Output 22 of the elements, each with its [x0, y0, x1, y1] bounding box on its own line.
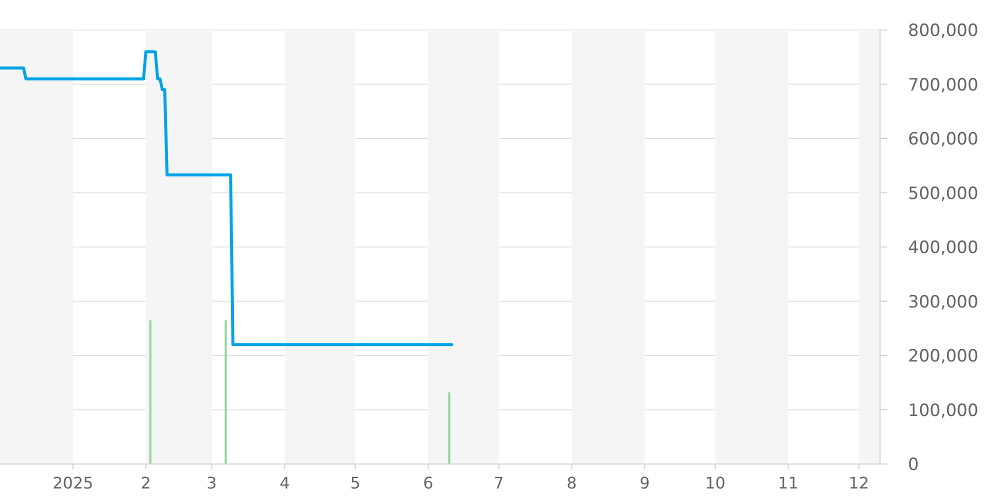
- y-tick-label: 400,000: [908, 238, 978, 258]
- x-tick-label: 6: [423, 473, 434, 492]
- x-tick-label: 4: [280, 473, 290, 492]
- y-tick-label: 300,000: [908, 292, 978, 312]
- y-tick-label: 200,000: [908, 346, 978, 367]
- x-tick-label: 10: [705, 473, 726, 492]
- x-tick-label: 7: [494, 473, 504, 492]
- x-tick-label: 11: [778, 473, 798, 492]
- x-tick-label: 2: [140, 473, 151, 492]
- x-tick-label: 2025: [52, 473, 94, 492]
- y-tick-label: 100,000: [908, 400, 978, 421]
- y-tick-label: 0: [908, 455, 919, 476]
- x-tick-label: 3: [206, 473, 217, 492]
- y-tick-label: 600,000: [908, 130, 978, 150]
- y-tick-label: 500,000: [908, 184, 978, 204]
- line-series: [0, 50, 454, 346]
- x-tick-label: 5: [350, 473, 360, 492]
- y-tick-label: 700,000: [908, 75, 978, 96]
- x-tick-label: 8: [566, 473, 577, 492]
- y-tick-label: 800,000: [908, 21, 978, 42]
- x-tick-label: 9: [640, 473, 650, 492]
- x-tick-label: 12: [848, 473, 870, 492]
